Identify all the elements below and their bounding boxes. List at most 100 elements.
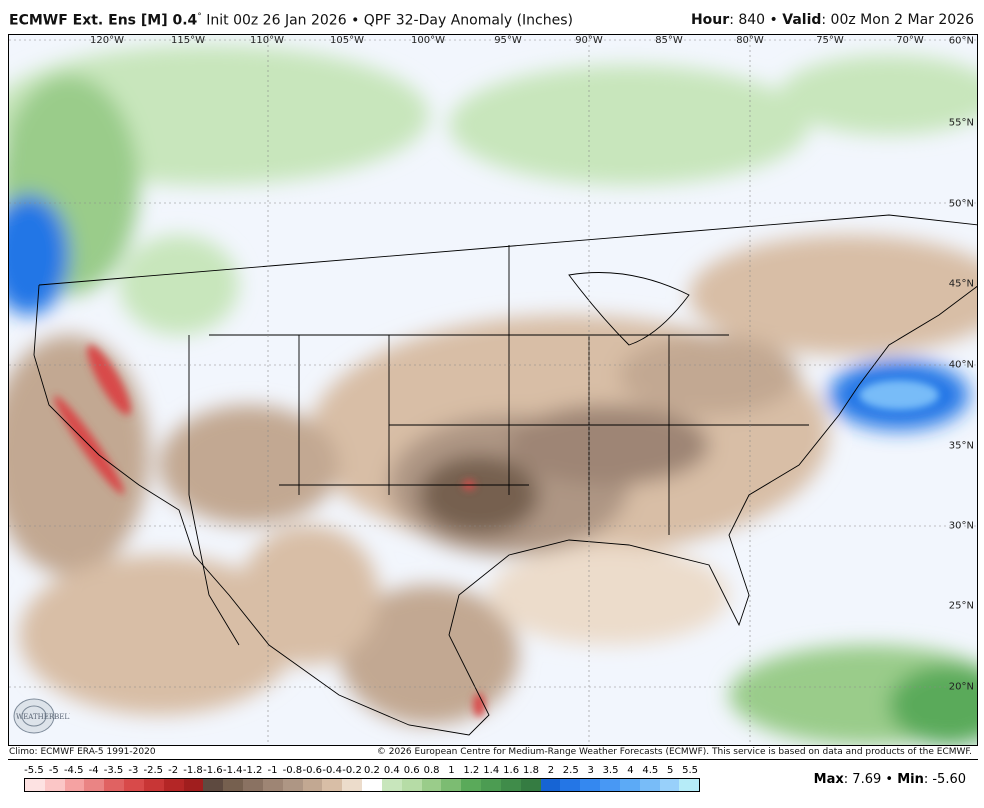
colorbar-bin: [619, 779, 640, 791]
colorbar-tick-label: 0.4: [383, 765, 400, 776]
colorbar-bin: [659, 779, 680, 791]
colorbar-labels: -5.5 -5 -4.5 -4 -3.5 -3 -2.5 -2 -1.8 -1.6 -1.4 -1.2…: [24, 765, 700, 777]
colorbar-tick-label: 5.5: [682, 765, 698, 776]
colorbar-tick-label: 4: [627, 765, 634, 776]
lon-label: 90°W: [575, 35, 603, 46]
colorbar-tick-label: -3.5: [103, 765, 124, 776]
colorbar-tick-label: -0.6: [302, 765, 323, 776]
lon-label: 115°W: [171, 35, 205, 46]
separator: •: [351, 12, 360, 29]
svg-text:WEATHERBELL: WEATHERBELL: [16, 713, 70, 721]
colorbar-bin: [342, 779, 363, 791]
lon-label: 95°W: [494, 35, 522, 46]
max-label: Max: [813, 772, 844, 787]
map-canvas: [9, 35, 977, 745]
colorbar-bin: [302, 779, 323, 791]
separator: •: [769, 12, 778, 28]
climo-note: Climo: ECMWF ERA-5 1991-2020: [9, 747, 156, 757]
colorbar-bin: [679, 779, 700, 791]
map-title: ECMWF Ext. Ens [M] 0.4° Init 00z 26 Jan …: [9, 12, 573, 29]
colorbar-bin: [124, 779, 144, 791]
colorbar-bin: [401, 779, 422, 791]
colorbar-tick-label: 0.6: [403, 765, 420, 776]
degree-symbol: °: [197, 12, 202, 22]
colorbar-tick-label: 1.4: [483, 765, 500, 776]
lat-label: 35°N: [948, 440, 974, 452]
hour-value: : 840: [729, 12, 766, 28]
lon-label: 110°W: [250, 35, 284, 46]
colorbar-bin: [600, 779, 620, 791]
colorbar-bin: [381, 779, 402, 791]
colorbar-bin: [560, 779, 581, 791]
colorbar-bin: [580, 779, 601, 791]
colorbar-bin: [223, 779, 244, 791]
colorbar-tick-label: 3.5: [602, 765, 619, 776]
max-min-stats: Max: 7.69 • Min: -5.60: [814, 772, 966, 787]
lon-label: 70°W: [896, 35, 924, 46]
colorbar-bin: [25, 779, 45, 791]
lat-label: 25°N: [948, 600, 974, 612]
colorbar-bin: [540, 779, 561, 791]
divider: [8, 759, 978, 760]
colorbar-bin: [44, 779, 65, 791]
lat-label: 60°N: [948, 35, 974, 47]
colorbar-tick-label: 5: [666, 765, 674, 776]
copyright-note: © 2026 European Centre for Medium-Range …: [376, 747, 972, 757]
colorbar-bin: [203, 779, 224, 791]
colorbar-bin: [441, 779, 462, 791]
hour-label: Hour: [690, 12, 730, 28]
colorbar-bin: [421, 779, 442, 791]
colorbar-bin: [104, 779, 125, 791]
colorbar-tick-label: -0.8: [282, 765, 303, 776]
colorbar-tick-label: -1: [267, 765, 278, 776]
colorbar: [24, 778, 700, 792]
colorbar-bin: [262, 779, 283, 791]
colorbar-tick-label: 1.8: [523, 765, 539, 776]
colorbar-tick-label: 1: [448, 765, 455, 776]
precip-anomaly-map[interactable]: 120°W 115°W 110°W 105°W 100°W 95°W 90°W …: [8, 34, 978, 746]
colorbar-tick-label: -1.6: [203, 765, 223, 776]
colorbar-tick-label: 1.6: [503, 765, 520, 776]
colorbar-bin: [461, 779, 482, 791]
lon-label: 80°W: [736, 35, 764, 46]
colorbar-bin: [243, 779, 263, 791]
model-name: ECMWF Ext. Ens [M] 0.4: [9, 12, 198, 29]
colorbar-bin: [362, 779, 382, 791]
colorbar-bin: [639, 779, 660, 791]
colorbar-bin: [282, 779, 303, 791]
lon-label: 100°W: [411, 35, 445, 46]
graticule: [9, 35, 977, 745]
colorbar-tick-label: 0.2: [363, 765, 380, 776]
valid-time: Hour: 840 • Valid: 00z Mon 2 Mar 2026: [691, 12, 974, 28]
colorbar-tick-label: 2.5: [562, 765, 579, 776]
colorbar-bin: [322, 779, 343, 791]
colorbar-tick-label: 1.2: [463, 765, 480, 776]
colorbar-tick-label: -5.5: [24, 765, 44, 776]
lat-label: 55°N: [948, 117, 974, 129]
product-name: QPF 32-Day Anomaly (Inches): [363, 12, 573, 29]
lon-label: 75°W: [816, 35, 844, 46]
colorbar-tick-label: -5: [48, 765, 59, 776]
lon-label: 105°W: [330, 35, 364, 46]
colorbar-tick-label: -0.2: [342, 765, 362, 776]
max-value: : 7.69: [843, 772, 882, 787]
valid-label: Valid: [782, 12, 822, 28]
colorbar-tick-label: -1.8: [183, 765, 203, 776]
lon-label: 120°W: [90, 35, 124, 46]
lat-label: 30°N: [948, 520, 974, 532]
colorbar-bin: [183, 779, 204, 791]
colorbar-bin: [520, 779, 541, 791]
min-value: : -5.60: [923, 772, 966, 787]
colorbar-tick-label: -4: [88, 765, 99, 776]
valid-value: : 00z Mon 2 Mar 2026: [821, 12, 974, 28]
lat-label: 40°N: [948, 359, 974, 371]
anomaly-field: [9, 45, 977, 745]
colorbar-tick-label: -1.2: [242, 765, 263, 776]
colorbar-tick-label: 4.5: [642, 765, 659, 776]
lat-label: 45°N: [948, 278, 974, 290]
colorbar-tick-label: -3: [128, 765, 139, 776]
colorbar-bin: [481, 779, 501, 791]
boundaries: [33, 214, 977, 736]
colorbar-tick-label: -4.5: [63, 765, 84, 776]
colorbar-tick-label: -2.5: [143, 765, 163, 776]
